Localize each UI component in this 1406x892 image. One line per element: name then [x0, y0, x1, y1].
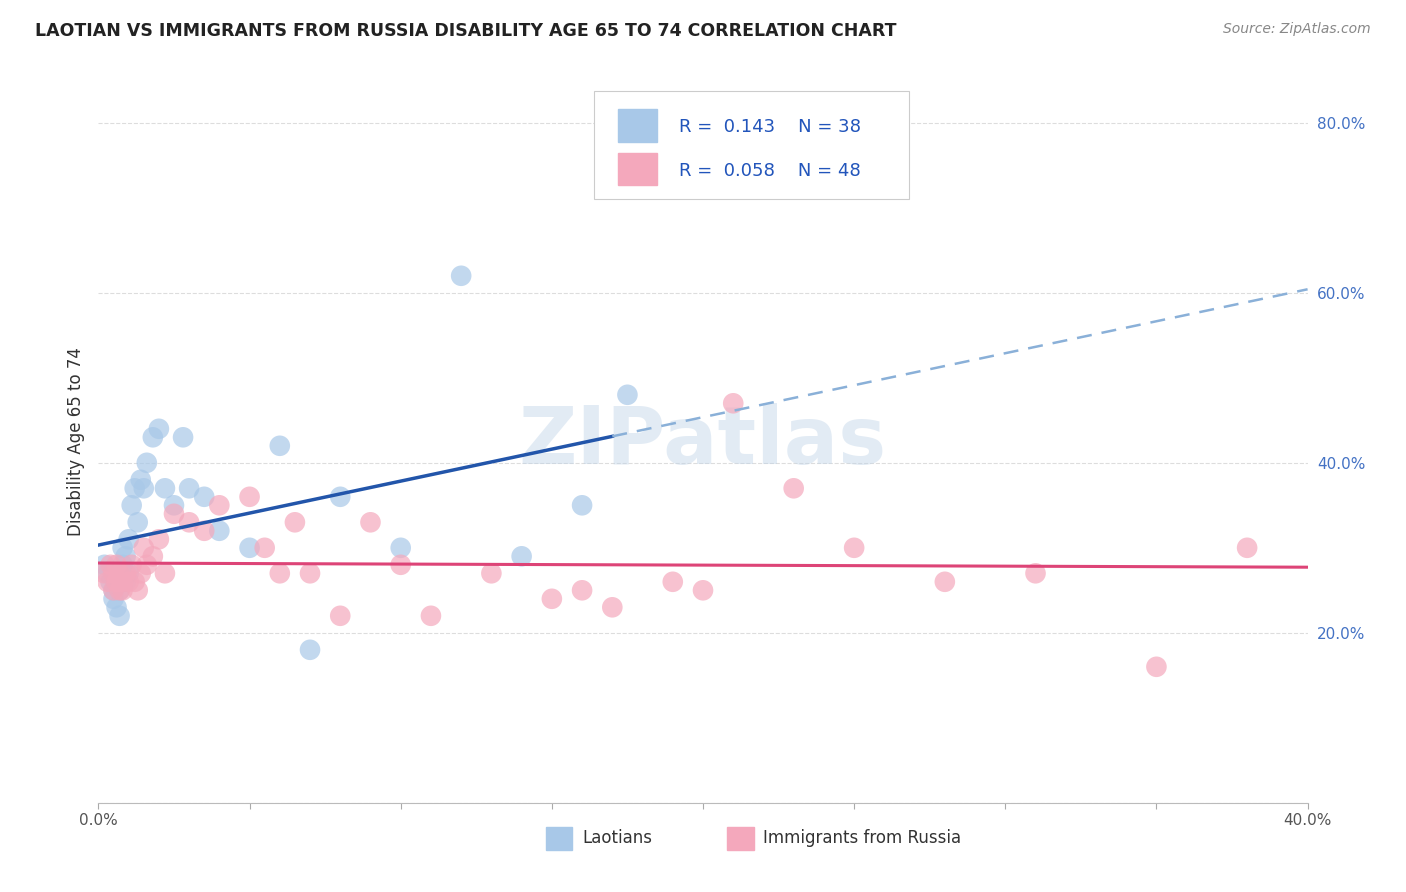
Point: [93, 558, 115, 572]
Point: [602, 600, 624, 615]
Point: [114, 574, 136, 589]
Point: [934, 574, 956, 589]
Point: [132, 481, 155, 495]
Point: [129, 473, 152, 487]
Point: [96, 574, 118, 589]
Point: [118, 566, 141, 581]
Point: [93, 566, 115, 581]
Point: [111, 558, 134, 572]
Point: [389, 558, 412, 572]
Point: [124, 574, 146, 589]
Point: [692, 583, 714, 598]
Point: [239, 490, 262, 504]
Point: [114, 566, 136, 581]
Point: [127, 516, 149, 530]
Point: [179, 516, 201, 530]
FancyBboxPatch shape: [595, 91, 908, 200]
Point: [783, 481, 806, 495]
Text: R =  0.143    N = 38: R = 0.143 N = 38: [679, 119, 860, 136]
Point: [105, 558, 128, 572]
Point: [103, 583, 125, 598]
Point: [118, 574, 141, 589]
Point: [103, 591, 125, 606]
Point: [284, 516, 307, 530]
Point: [153, 566, 176, 581]
Point: [124, 481, 146, 495]
Point: [108, 608, 131, 623]
Text: ZIPatlas: ZIPatlas: [519, 402, 887, 481]
Text: Immigrants from Russia: Immigrants from Russia: [763, 830, 962, 847]
Point: [208, 524, 231, 538]
Point: [420, 608, 443, 623]
Point: [105, 574, 128, 589]
Point: [103, 566, 125, 581]
Point: [299, 566, 322, 581]
Point: [96, 566, 118, 581]
Point: [153, 481, 176, 495]
Point: [100, 558, 122, 572]
Point: [1236, 541, 1258, 555]
Point: [121, 558, 143, 572]
Point: [481, 566, 503, 581]
Point: [142, 549, 165, 564]
Point: [571, 583, 593, 598]
Text: Laotians: Laotians: [582, 830, 652, 847]
Point: [127, 583, 149, 598]
Point: [329, 608, 352, 623]
Point: [108, 566, 131, 581]
Point: [105, 600, 128, 615]
Text: R =  0.058    N = 48: R = 0.058 N = 48: [679, 161, 860, 179]
Point: [450, 268, 472, 283]
Point: [253, 541, 276, 555]
Point: [172, 430, 194, 444]
Point: [129, 566, 152, 581]
Point: [1024, 566, 1046, 581]
Point: [329, 490, 352, 504]
Point: [148, 422, 170, 436]
Point: [571, 498, 593, 512]
Point: [111, 541, 134, 555]
Point: [163, 507, 186, 521]
Point: [179, 481, 201, 495]
Point: [844, 541, 866, 555]
Point: [121, 498, 143, 512]
Point: [108, 583, 131, 598]
Point: [118, 533, 141, 547]
Point: [135, 456, 157, 470]
FancyBboxPatch shape: [619, 110, 657, 142]
Point: [239, 541, 262, 555]
Point: [111, 574, 134, 589]
Point: [540, 591, 562, 606]
Point: [114, 549, 136, 564]
FancyBboxPatch shape: [619, 153, 657, 185]
Point: [105, 574, 128, 589]
Point: [103, 583, 125, 598]
Y-axis label: Disability Age 65 to 74: Disability Age 65 to 74: [66, 347, 84, 536]
Point: [100, 574, 122, 589]
Text: Source: ZipAtlas.com: Source: ZipAtlas.com: [1223, 22, 1371, 37]
Point: [135, 558, 157, 572]
Point: [723, 396, 745, 410]
FancyBboxPatch shape: [727, 827, 754, 850]
Point: [389, 541, 412, 555]
Point: [269, 566, 291, 581]
Point: [148, 533, 170, 547]
Point: [111, 583, 134, 598]
Point: [269, 439, 291, 453]
Point: [208, 498, 231, 512]
Point: [193, 490, 215, 504]
Point: [1144, 660, 1167, 674]
Point: [616, 388, 638, 402]
Point: [142, 430, 165, 444]
FancyBboxPatch shape: [546, 827, 572, 850]
Point: [299, 642, 322, 657]
Text: LAOTIAN VS IMMIGRANTS FROM RUSSIA DISABILITY AGE 65 TO 74 CORRELATION CHART: LAOTIAN VS IMMIGRANTS FROM RUSSIA DISABI…: [35, 22, 897, 40]
Point: [132, 541, 155, 555]
Point: [193, 524, 215, 538]
Point: [108, 583, 131, 598]
Point: [163, 498, 186, 512]
Point: [510, 549, 533, 564]
Point: [360, 516, 382, 530]
Point: [661, 574, 683, 589]
